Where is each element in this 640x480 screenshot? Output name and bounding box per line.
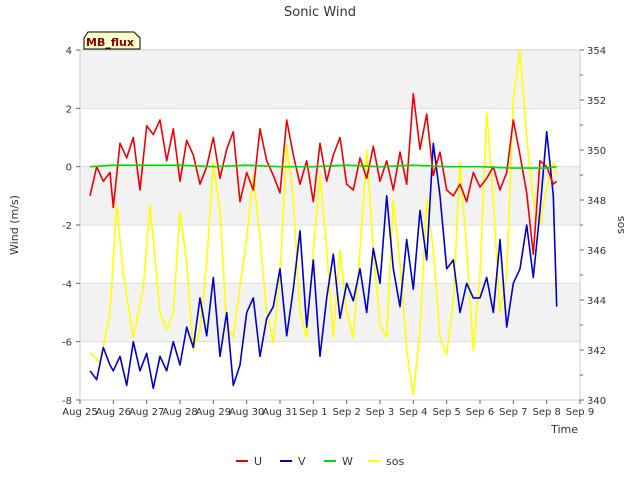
y-tick-label: 2 [66,104,72,115]
x-tick-label: Aug 30 [229,407,264,418]
series-line-u [89,93,558,255]
x-tick-label: Aug 28 [162,407,197,418]
y2-tick-label: 352 [587,96,606,107]
y-tick-label: 4 [66,46,72,57]
x-tick-label: Sep 2 [332,407,360,418]
y2-tick-label: 340 [587,396,606,407]
legend-label-sos: sos [386,455,404,468]
x-tick-label: Sep 5 [432,407,460,418]
site-badge: MB_flux [83,31,141,50]
x-tick-label: Sep 3 [366,407,394,418]
series-line-w [89,164,557,169]
x-tick-label: Aug 29 [196,407,231,418]
y2-tick-label: 344 [587,296,606,307]
x-tick-label: Sep 9 [566,407,594,418]
legend-label-w: W [342,455,353,468]
x-tick-label: Aug 25 [62,407,97,418]
y2-tick-label: 342 [587,346,606,357]
y-tick-label: -4 [62,279,72,290]
y2-tick-label: 354 [587,46,606,57]
y-tick-label: -6 [62,338,72,349]
y2-tick-label: 348 [587,196,606,207]
y-axis-ticks: -8 -6 -4 -2 0 2 4 [62,46,80,407]
y-tick-label: -2 [62,221,72,232]
legend-label-u: U [254,455,262,468]
x-tick-label: Sep 7 [499,407,527,418]
y2-tick-label: 346 [587,246,606,257]
plot-band [80,50,580,109]
y2-axis-ticks: 340 342 344 346 348 350 352 354 [580,46,606,407]
x-tick-label: Aug 26 [96,407,131,418]
chart-title: Sonic Wind [284,5,356,20]
x-tick-label: Sep 8 [532,407,560,418]
x-tick-label: Aug 27 [129,407,164,418]
series-layer [89,49,558,396]
plot-bands [80,50,580,342]
x-tick-label: Sep 6 [466,407,494,418]
x-axis-label: Time [550,423,578,436]
x-tick-label: Sep 1 [299,407,327,418]
y2-axis-label: sos [614,216,627,234]
site-badge-shape [83,31,141,50]
series-line-v [89,130,558,390]
site-badge-label: MB_flux [86,36,134,49]
y2-tick-label: 350 [587,146,606,157]
legend-label-v: V [298,455,306,468]
y-axis-label: Wind (m/s) [8,195,21,255]
y-tick-label: -8 [62,396,72,407]
x-tick-label: Aug 31 [262,407,297,418]
x-tick-label: Sep 4 [399,407,427,418]
y-tick-label: 0 [66,163,72,174]
